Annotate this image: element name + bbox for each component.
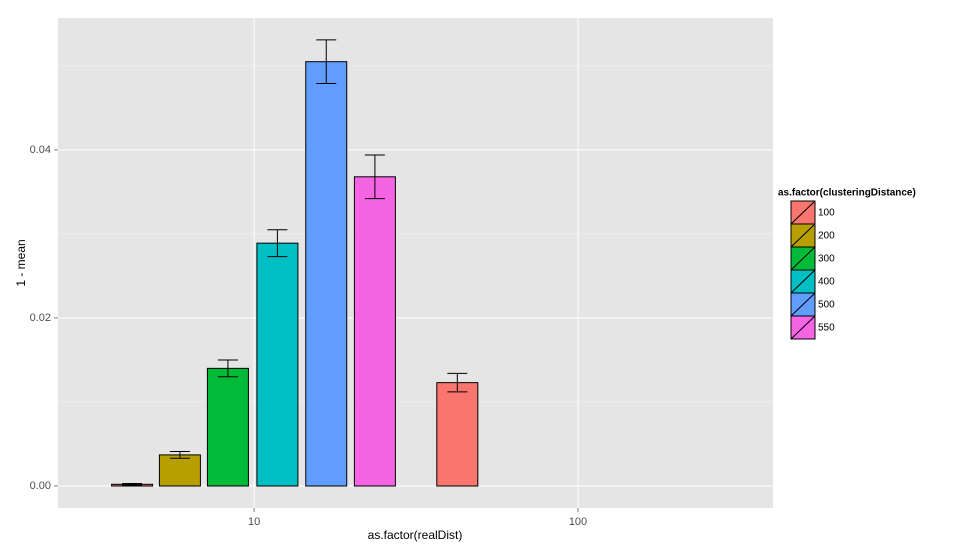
error-bar: [447, 372, 468, 393]
y-tick-label: 0.00: [30, 480, 51, 492]
legend-label: 200: [818, 231, 835, 242]
legend-label: 500: [818, 300, 835, 311]
x-tick-label: 100: [569, 516, 587, 528]
plot-panel: [58, 18, 773, 508]
legend-label: 400: [818, 277, 835, 288]
legend-key-slash: [790, 246, 816, 271]
error-bar: [364, 154, 385, 200]
x-tick-label: 10: [248, 516, 260, 528]
legend-label: 100: [818, 208, 835, 219]
bar: [436, 382, 479, 487]
error-bar: [169, 451, 190, 459]
y-axis-title: 1 - mean: [14, 239, 28, 286]
bar: [353, 176, 396, 487]
y-tick-label: 0.04: [30, 144, 51, 156]
legend-key-slash: [790, 269, 816, 294]
y-tick-label: 0.02: [30, 312, 51, 324]
bar: [206, 367, 249, 487]
error-bar: [122, 482, 143, 486]
bar: [256, 242, 299, 487]
legend-key-slash: [790, 315, 816, 340]
error-bar: [217, 359, 238, 378]
legend-label: 300: [818, 254, 835, 265]
legend-key-slash: [790, 200, 816, 225]
legend-title: as.factor(clusteringDistance): [778, 188, 916, 199]
x-axis-title: as.factor(realDist): [368, 528, 463, 542]
legend-key-slash: [790, 292, 816, 317]
bar: [305, 61, 348, 487]
legend-label: 550: [818, 323, 835, 334]
bar: [158, 454, 201, 487]
legend-key-slash: [790, 223, 816, 248]
error-bar: [316, 39, 337, 85]
error-bar: [267, 229, 288, 258]
